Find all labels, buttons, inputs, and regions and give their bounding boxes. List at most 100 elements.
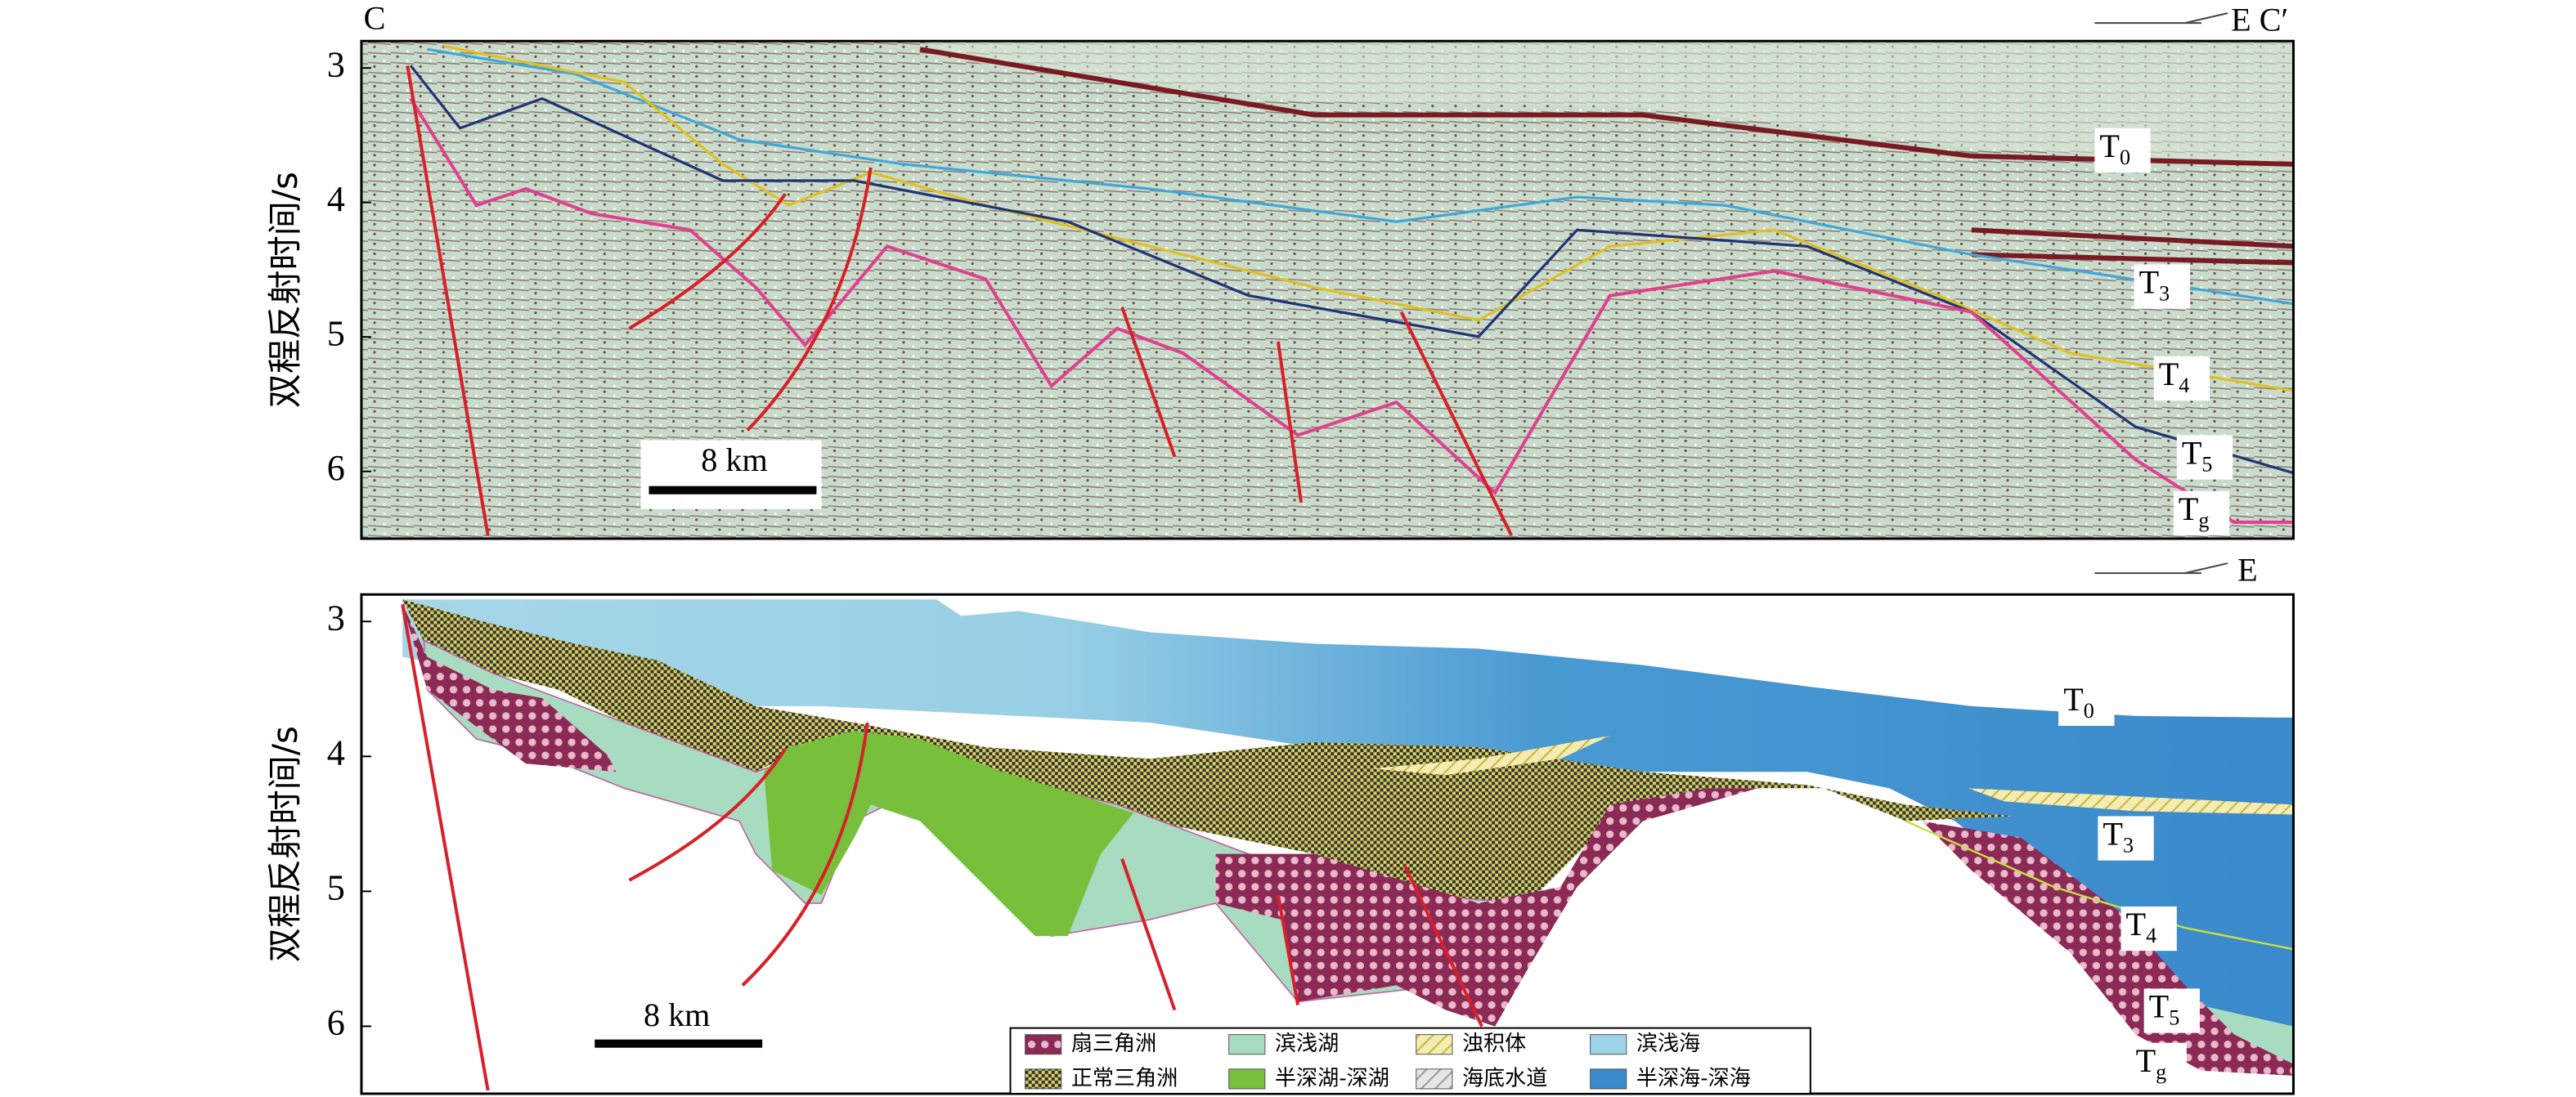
scale-bar-box: [640, 440, 822, 509]
y-axis-title: 双程反射时间/s: [265, 172, 305, 408]
deep-sea-facies: [402, 599, 2294, 1027]
legend-swatch: [1228, 1068, 1266, 1090]
horizon-label: T5: [2182, 435, 2213, 477]
horizon-letter: T: [2149, 988, 2170, 1025]
horizon-subscript: g: [2198, 508, 2209, 532]
horizon-subscript: 3: [2159, 282, 2170, 306]
compass-arrow: [2184, 562, 2228, 575]
legend-swatch: [1025, 1068, 1062, 1090]
horizon-label-box: [2176, 435, 2233, 480]
horizon-label: T3: [2103, 816, 2134, 857]
horizon-t0: [919, 47, 2294, 167]
horizon-subscript: 0: [2084, 699, 2094, 723]
faults: [401, 603, 1483, 1091]
horizon-tg: [409, 97, 2294, 524]
horizon-label: T5: [2149, 988, 2180, 1030]
horizon-label-box: [2094, 128, 2151, 172]
horizon-letter: T: [2099, 128, 2120, 164]
horizon-letter: T: [2159, 356, 2179, 392]
horizon-label-box: [2143, 988, 2200, 1033]
legend-swatch: [1416, 1068, 1453, 1090]
legend-label: 正常三角洲: [1071, 1066, 1178, 1090]
seismic-panel: [360, 12, 2295, 540]
fault: [1120, 307, 1177, 458]
horizon-label: T4: [2159, 356, 2190, 397]
horizon-label-box: [2134, 264, 2190, 309]
horizon-label-box: [2153, 356, 2210, 401]
horizon-label: T0: [2099, 128, 2130, 169]
fault: [1402, 864, 1483, 1028]
compass-arrow: [2184, 12, 2228, 25]
fault: [1276, 894, 1300, 1005]
fault: [628, 748, 787, 882]
y-tick-label: 3: [327, 44, 345, 84]
scale-bar: [595, 1039, 763, 1048]
fan-delta-facies: [1922, 821, 2294, 1076]
horizon-label: Tg: [2136, 1042, 2167, 1084]
legend-label: 半深湖-深湖: [1275, 1066, 1389, 1090]
scale-label: 8 km: [701, 441, 767, 478]
horizon-label: T4: [2126, 906, 2157, 947]
horizon-letter: T: [2126, 906, 2147, 943]
legend-swatch: [1590, 1034, 1627, 1055]
fault: [406, 65, 490, 536]
horizon-subscript: 4: [2179, 374, 2189, 397]
legend-swatch: [1590, 1068, 1627, 1090]
horizon-letter: T: [2179, 490, 2199, 527]
legend-label: 滨浅湖: [1275, 1032, 1339, 1056]
legend-label: 浊积体: [1462, 1032, 1526, 1056]
horizon-label-box: [2130, 1042, 2187, 1087]
normal-delta-facies: [402, 599, 2013, 903]
horizon-letter: T: [2182, 435, 2202, 472]
horizon-letter: T: [2139, 264, 2160, 301]
turbidite-facies: [1968, 788, 2294, 815]
horizon-label: T3: [2139, 264, 2170, 306]
section-label: E: [2237, 551, 2258, 588]
y-tick-label: 4: [327, 179, 345, 219]
legend-label: 海底水道: [1462, 1066, 1547, 1090]
horizon-letter: T: [2103, 816, 2123, 853]
horizon-t3: [427, 47, 2294, 306]
horizon-label: Tg: [2179, 490, 2210, 532]
horizon-letter: T: [2136, 1042, 2156, 1079]
frame: [360, 39, 2295, 540]
horizon-subscript: 5: [2201, 453, 2212, 477]
red-reflector: [1971, 227, 2294, 266]
legend-box: [1009, 1027, 1811, 1095]
fan-delta-facies: [1215, 788, 1758, 1027]
y-tick-label: 5: [327, 313, 345, 353]
y-tick-label: 6: [327, 1003, 345, 1043]
fault: [1120, 858, 1177, 1011]
scale-bar: [648, 486, 817, 495]
fault: [628, 192, 787, 330]
legend-label: 扇三角洲: [1071, 1032, 1156, 1056]
horizon-subscript: 4: [2146, 924, 2156, 947]
legend-swatch: [1025, 1034, 1062, 1055]
horizon-t4: [443, 44, 2294, 392]
scale-label: 8 km: [644, 996, 710, 1033]
legend-swatch: [1416, 1034, 1453, 1055]
legend-label: 滨浅海: [1636, 1032, 1700, 1056]
horizon-label-box: [2120, 906, 2177, 951]
fault: [1399, 311, 1514, 536]
y-axis-title: 双程反射时间/s: [265, 726, 305, 962]
horizon-subscript: 0: [2120, 146, 2130, 169]
upper-reflectors: [402, 41, 2294, 164]
horizon-t4: [1905, 820, 2294, 951]
fault: [401, 603, 490, 1091]
fault: [746, 167, 873, 432]
y-tick-label: 3: [327, 598, 345, 638]
horizon-label-box: [2058, 681, 2115, 726]
horizon-label-box: [2173, 490, 2230, 535]
horizon-label: T0: [2063, 681, 2094, 723]
y-tick-label: 6: [327, 448, 345, 488]
horizon-subscript: 3: [2123, 834, 2134, 857]
horizon-letter: T: [2063, 681, 2084, 718]
fault: [1276, 341, 1304, 504]
turbidite-facies: [1371, 736, 1610, 776]
fan-delta-facies: [402, 604, 617, 772]
legend-swatch: [1228, 1034, 1266, 1055]
y-tick-label: 5: [327, 868, 345, 908]
faults: [406, 65, 1514, 536]
